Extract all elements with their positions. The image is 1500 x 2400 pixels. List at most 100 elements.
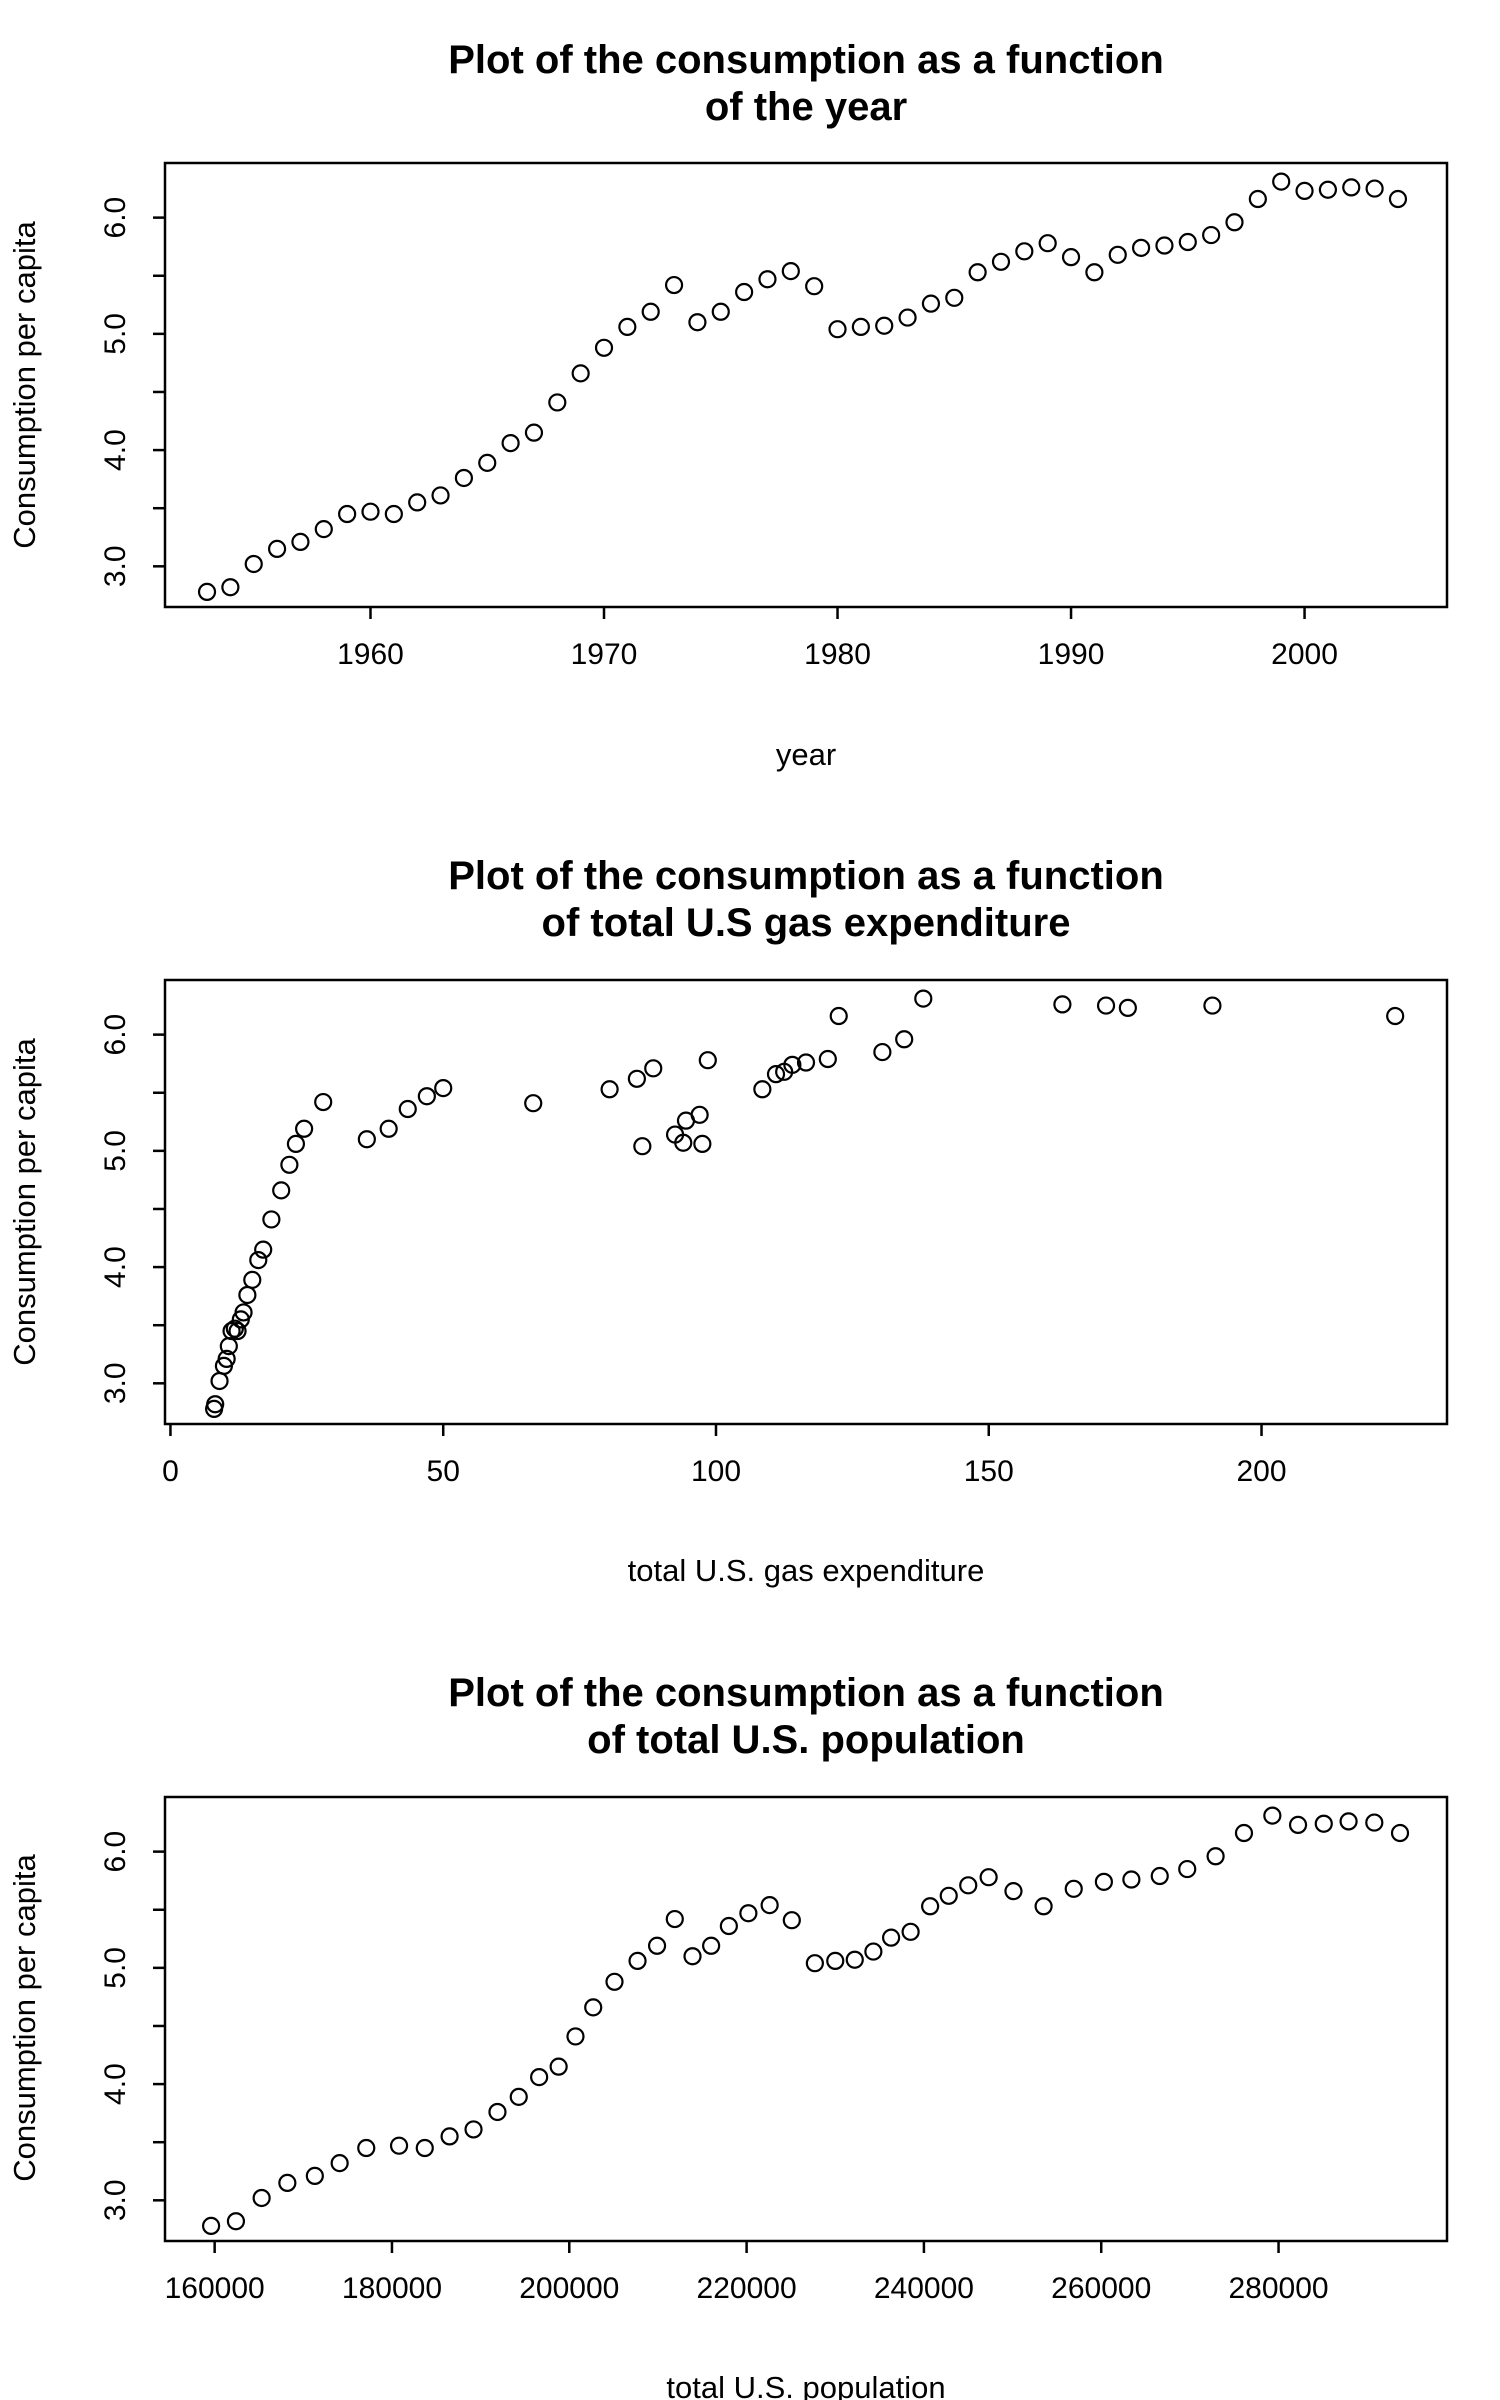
data-point: [1365, 1813, 1384, 1832]
data-point: [1064, 1879, 1083, 1898]
data-point: [278, 2173, 297, 2192]
data-point: [796, 1053, 816, 1072]
y-tick-label: 4.0: [99, 1246, 132, 1288]
data-point: [739, 1904, 758, 1923]
data-point: [571, 364, 590, 383]
data-point: [758, 270, 777, 289]
data-point: [1085, 263, 1104, 282]
data-point: [945, 288, 964, 307]
data-point: [243, 1270, 262, 1289]
x-tick-label: 50: [427, 1455, 460, 1488]
data-point: [618, 317, 637, 336]
data-point: [286, 1134, 306, 1153]
data-point: [454, 468, 473, 488]
x-tick-label: 1980: [804, 638, 871, 671]
data-point: [1365, 179, 1384, 198]
data-point: [1178, 1859, 1197, 1879]
data-point: [914, 989, 933, 1008]
data-point: [1342, 178, 1361, 197]
data-point: [272, 1181, 291, 1200]
data-point: [314, 520, 333, 539]
data-point: [1295, 181, 1314, 200]
x-tick-label: 1990: [1038, 638, 1105, 671]
y-axis-label: Consumption per capita: [7, 1854, 42, 2182]
data-point: [939, 1886, 958, 1905]
data-point: [1318, 180, 1338, 199]
data-point: [605, 1972, 624, 1991]
x-tick-label: 2000: [1271, 638, 1338, 671]
y-tick-label: 6.0: [99, 1831, 132, 1873]
data-point: [1015, 242, 1034, 261]
data-point: [991, 252, 1011, 271]
data-points: [197, 172, 1408, 601]
data-point: [1386, 1006, 1405, 1026]
x-axis-label: year: [776, 737, 836, 772]
data-point: [202, 2216, 221, 2235]
data-point: [674, 1133, 693, 1152]
data-point: [698, 1051, 717, 1070]
data-point: [818, 1049, 837, 1069]
data-point: [389, 2136, 409, 2155]
data-point: [1053, 995, 1072, 1014]
data-point: [225, 1319, 244, 1338]
data-point: [968, 263, 987, 282]
chart-title-line-1: Plot of the consumption as a function: [448, 38, 1164, 82]
data-point: [702, 1936, 721, 1955]
data-point: [197, 582, 217, 601]
data-point: [566, 2027, 585, 2046]
data-point: [805, 277, 824, 296]
y-tick-label: 6.0: [99, 197, 132, 239]
y-axis: 3.0 4.0 5.0 6.0: [99, 197, 165, 587]
data-point: [1234, 1823, 1254, 1843]
plot-frame: [163, 1795, 1449, 2243]
data-point: [644, 1059, 663, 1078]
data-point: [845, 1950, 864, 1969]
x-axis: 0 50 100 150 200: [162, 1424, 1287, 1488]
data-point: [1202, 225, 1221, 245]
data-point: [314, 1092, 333, 1112]
data-point: [217, 1349, 236, 1369]
data-point: [1094, 1872, 1113, 1891]
data-point: [295, 1119, 314, 1138]
data-point: [1248, 189, 1267, 209]
data-point: [1390, 1823, 1410, 1843]
data-point: [361, 502, 380, 521]
data-point: [693, 1134, 712, 1153]
data-point: [1131, 238, 1151, 257]
data-point: [434, 1078, 453, 1098]
x-axis: 160000 180000 200000 220000 240000 260000 2800…: [165, 2241, 1329, 2305]
y-tick-label: 4.0: [99, 429, 132, 471]
data-point: [851, 317, 870, 336]
data-point: [594, 338, 614, 357]
x-axis: 1960 1970 1980 1990 2000: [337, 607, 1338, 671]
data-point: [641, 302, 660, 321]
data-point: [267, 539, 287, 558]
x-tick-label: 180000: [342, 2272, 442, 2305]
data-point: [875, 316, 894, 335]
data-point: [760, 1895, 779, 1915]
y-tick-label: 4.0: [99, 2063, 132, 2105]
gas-expenditure-plot: Plot of the consumption as a function of…: [7, 854, 1449, 1588]
data-point: [828, 320, 847, 339]
y-tick-label: 6.0: [99, 1014, 132, 1056]
data-point: [873, 1042, 892, 1062]
data-point: [647, 1936, 667, 1955]
data-point: [357, 2138, 376, 2158]
chart-title-line-1: Plot of the consumption as a function: [448, 854, 1164, 898]
data-point: [1038, 234, 1057, 253]
x-tick-label: 240000: [874, 2272, 974, 2305]
data-point: [882, 1928, 901, 1947]
y-tick-label: 3.0: [99, 1362, 132, 1404]
x-tick-label: 200000: [519, 2272, 619, 2305]
data-point: [805, 1954, 824, 1973]
data-point: [1288, 1815, 1308, 1834]
data-point: [252, 2188, 271, 2208]
data-point: [783, 1055, 802, 1074]
population-plot: Plot of the consumption as a function of…: [7, 1671, 1449, 2400]
data-point: [379, 1119, 398, 1138]
data-point: [898, 308, 917, 327]
data-point: [690, 1105, 709, 1124]
data-point: [1061, 248, 1081, 267]
data-point: [633, 1137, 652, 1156]
